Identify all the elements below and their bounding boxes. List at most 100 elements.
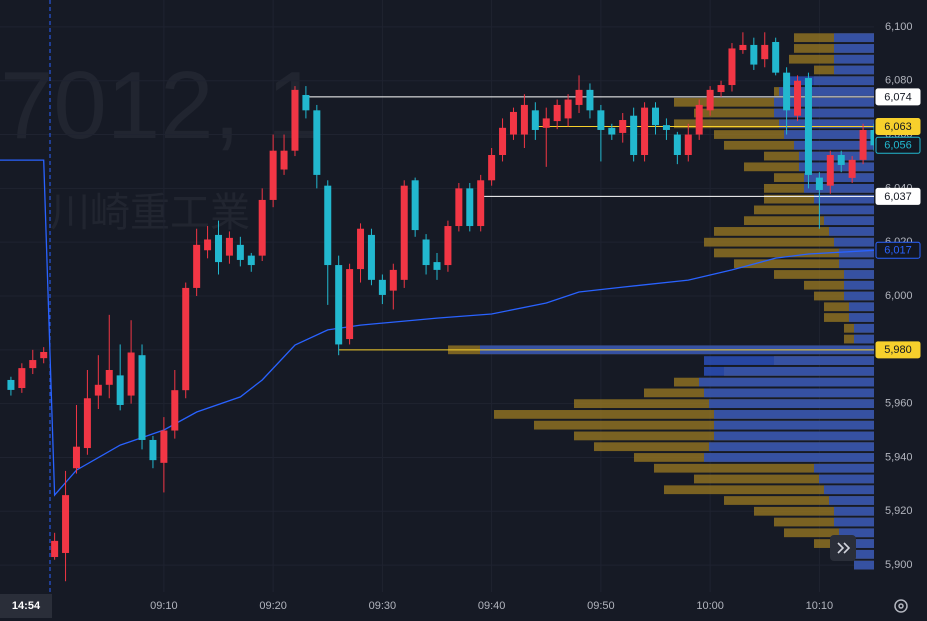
profile-total <box>754 506 874 516</box>
crosshair-label: 14:54 <box>12 600 41 612</box>
profile-blue <box>849 549 874 559</box>
candle-body <box>520 104 528 135</box>
candle-body <box>422 239 430 266</box>
profile-blue <box>834 517 874 527</box>
candle-body <box>433 262 441 270</box>
y-tick-label: 5,920 <box>885 505 913 517</box>
candle-body <box>597 110 605 130</box>
price-tag <box>875 117 921 135</box>
profile-blue <box>854 560 874 570</box>
profile-blue <box>834 54 874 64</box>
candle-body <box>40 351 48 359</box>
profile-total <box>534 420 874 430</box>
candle-body <box>105 370 113 385</box>
candle-body <box>542 118 550 128</box>
candle-body <box>859 129 867 160</box>
price-tag <box>875 187 921 205</box>
profile-blue <box>829 496 874 505</box>
candle-body <box>302 94 310 111</box>
candle-body <box>149 439 157 461</box>
profile-total <box>774 270 874 279</box>
profile-blue <box>714 431 874 441</box>
price-tag-label: 5,980 <box>884 344 912 356</box>
candle-body <box>531 110 539 130</box>
profile-blue <box>839 528 874 538</box>
candle-body <box>794 80 802 116</box>
plot <box>0 32 874 582</box>
price-tag-label: 6,037 <box>884 191 912 203</box>
candle-body <box>225 237 233 256</box>
candle-body <box>357 228 365 270</box>
candle-body <box>51 540 59 558</box>
candle-body <box>204 239 212 251</box>
candle-body <box>477 180 485 227</box>
candle-body <box>29 360 37 369</box>
profile-blue <box>839 259 874 269</box>
candle-body <box>728 48 736 86</box>
candle-body <box>684 134 692 155</box>
x-tick-label: 10:00 <box>696 600 724 612</box>
candle-body <box>804 78 812 175</box>
profile-total <box>734 259 874 269</box>
candle-body <box>652 107 659 126</box>
profile-total <box>704 237 874 247</box>
profile-blue <box>849 302 874 312</box>
profile-blue <box>819 474 874 484</box>
scroll-button[interactable] <box>830 535 856 561</box>
profile-blue <box>844 291 874 301</box>
profile-total <box>804 280 874 290</box>
candle-body <box>193 244 201 288</box>
watermark-name: 川崎重工業 <box>50 190 250 236</box>
profile-blue <box>844 280 874 290</box>
profile-blue <box>824 485 874 495</box>
price-tag <box>875 241 921 259</box>
candle-body <box>236 244 244 260</box>
candle-body <box>247 255 255 266</box>
candle-body <box>673 134 681 155</box>
profile-total <box>789 54 874 64</box>
profile-blue <box>794 140 874 150</box>
x-tick-label: 09:20 <box>259 600 287 612</box>
crosshair-label-box <box>0 594 52 618</box>
candle-body <box>83 398 91 449</box>
candle-body <box>291 89 299 151</box>
profile-blue <box>844 270 874 279</box>
candle-body <box>411 180 419 231</box>
profile-blue <box>849 313 874 322</box>
x-tick-label: 09:50 <box>587 600 615 612</box>
profile-blue <box>814 463 874 473</box>
candle-body <box>553 104 561 122</box>
candle-body <box>324 185 332 266</box>
candle-body <box>608 127 616 135</box>
candle-body <box>717 85 725 93</box>
price-tag <box>875 88 921 106</box>
profile-total <box>694 474 874 484</box>
x-tick-label: 09:40 <box>478 600 506 612</box>
profile-blue <box>834 506 874 516</box>
profile-blue <box>834 33 874 43</box>
candle-body <box>837 154 845 165</box>
profile-blue <box>824 216 874 226</box>
profile-blue <box>839 248 874 258</box>
y-tick-label: 6,100 <box>885 21 913 33</box>
candle-body <box>258 199 266 256</box>
profile-blue <box>779 119 874 129</box>
candle-body <box>466 188 474 227</box>
candle-body <box>564 99 572 119</box>
candle-body <box>62 495 70 553</box>
candle-body <box>313 110 321 175</box>
candle-body <box>7 379 15 390</box>
candle-body <box>138 355 146 440</box>
profile-blue <box>699 377 874 387</box>
profile-blue <box>854 334 874 344</box>
profile-blue <box>804 173 874 182</box>
profile-blue <box>704 388 874 398</box>
y-tick-label: 5,960 <box>885 398 913 410</box>
candle-body <box>739 44 747 51</box>
price-tag-label: 6,017 <box>884 245 912 257</box>
profile-blue <box>704 356 874 365</box>
candle-body <box>72 446 80 469</box>
settings-button[interactable] <box>894 599 908 613</box>
